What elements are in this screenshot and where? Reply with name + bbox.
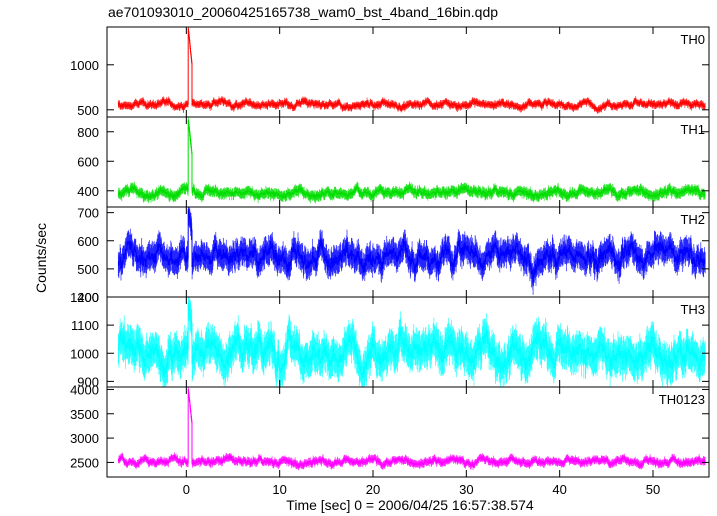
x-axis: 0 10 20 30 40 50 [183,482,661,497]
y-tick-label: 1200 [70,290,99,305]
series-th1 [117,117,706,204]
y-tick-label: 3000 [70,431,99,446]
line-th3 [117,302,706,378]
panel-th0123: 2500 3000 3500 4000 TH0123 [70,382,710,478]
chart-title: ae701093010_20060425165738_wam0_bst_4ban… [108,4,498,20]
line-th0123 [117,388,706,468]
panels: 500 1000 TH0 400 600 800 TH1 400 500 600 700 TH2 900… [70,26,710,478]
x-tick-label: 50 [646,482,660,497]
panel-label-th0: TH0 [680,32,705,47]
x-axis-label: Time [sec] 0 = 2006/04/25 16:57:38.574 [286,497,534,513]
errorbars-th0 [117,27,706,114]
panel-th3: 900 1000 1100 1200 TH3 [70,290,710,389]
errorbars-th3 [117,297,706,387]
y-tick-label: 500 [77,103,99,118]
y-tick-label: 1000 [70,346,99,361]
y-tick-label: 400 [77,290,99,305]
panel-th1: 400 600 800 TH1 [77,116,710,208]
y-tick-label: 400 [77,184,99,199]
panel-th2: 400 500 600 700 TH2 [77,206,710,305]
y-axis-label: Counts/sec [33,223,49,293]
y-tick-label: 800 [77,125,99,140]
x-tick-label: 30 [459,482,473,497]
line-th0 [117,28,706,112]
y-tick-label: 500 [77,262,99,277]
panel-frame [106,386,710,478]
errorbars-th0123 [117,387,706,471]
panel-th0: 500 1000 TH0 [70,26,710,118]
errorbars-th2 [117,207,706,295]
y-tick-label: 4000 [70,382,99,397]
y-tick-label: 1000 [70,58,99,73]
panel-label-th2: TH2 [680,212,705,227]
y-tick-label: 600 [77,234,99,249]
y-tick-label: 600 [77,154,99,169]
x-tick-label: 20 [366,482,380,497]
series-th0123 [117,387,706,471]
y-tick-label: 3500 [70,407,99,422]
x-tick-label: 0 [183,482,190,497]
y-tick-label: 900 [77,374,99,389]
panel-label-th3: TH3 [680,302,705,317]
series-th3 [117,297,706,387]
line-th2 [117,209,706,283]
y-tick-label: 1100 [71,318,99,333]
x-tick-label: 40 [552,482,566,497]
y-tick-label: 700 [77,206,99,221]
y-tick-label: 2500 [70,455,99,470]
x-tick-label: 10 [272,482,286,497]
line-th1 [117,119,706,199]
panel-label-th1: TH1 [680,122,705,137]
series-th0 [117,27,706,114]
series-th2 [117,207,706,295]
panel-label-th0123: TH0123 [659,392,705,407]
